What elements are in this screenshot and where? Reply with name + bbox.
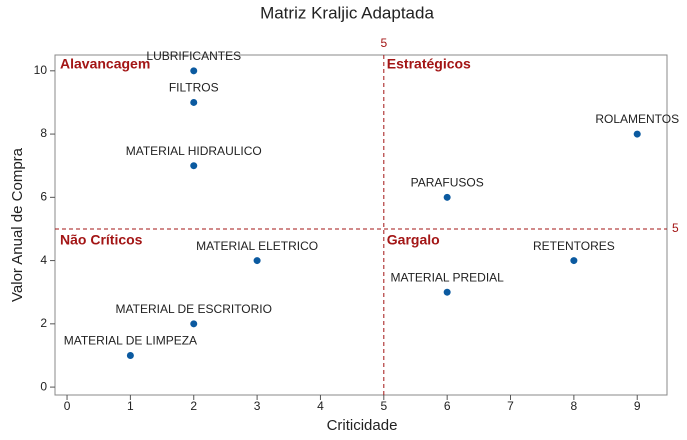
quadrant-label: Não Críticos [60, 232, 143, 248]
point-label: ROLAMENTOS [595, 112, 679, 126]
point [633, 130, 641, 138]
point-label: MATERIAL PREDIAL [390, 270, 504, 284]
quadrant-label: Alavancagem [60, 56, 150, 72]
point-label: FILTROS [169, 81, 219, 95]
x-tick-label: 7 [507, 399, 514, 413]
point [570, 257, 578, 265]
point-label: MATERIAL ELETRICO [196, 239, 318, 253]
point [443, 193, 451, 201]
quadrant-label: Estratégicos [387, 56, 471, 72]
y-tick-label: 10 [34, 63, 48, 77]
y-tick-label: 0 [40, 379, 47, 393]
quadrant-label: Gargalo [387, 232, 440, 248]
x-tick-label: 2 [190, 399, 197, 413]
point-label: MATERIAL DE ESCRITORIO [116, 302, 272, 316]
point [443, 288, 451, 296]
y-tick-label: 8 [40, 126, 47, 140]
point-label: LUBRIFICANTES [146, 49, 241, 63]
reference-label: 5 [380, 36, 387, 50]
point-label: MATERIAL HIDRAULICO [126, 144, 262, 158]
point-label: RETENTORES [533, 239, 615, 253]
point [126, 351, 134, 359]
point-label: PARAFUSOS [411, 175, 484, 189]
point [190, 98, 198, 106]
y-tick-label: 2 [40, 316, 47, 330]
x-axis-title: Criticidade [327, 417, 398, 434]
x-tick-label: 0 [64, 399, 71, 413]
plot-frame [54, 54, 668, 396]
reference-label: 5 [672, 221, 679, 235]
point [253, 257, 261, 265]
point [190, 320, 198, 328]
point-label: MATERIAL DE LIMPEZA [64, 334, 197, 348]
y-axis-title: Valor Anual de Compra [9, 147, 26, 302]
x-tick-label: 5 [380, 399, 387, 413]
y-tick-label: 6 [40, 189, 47, 203]
point [190, 67, 198, 75]
x-tick-label: 6 [444, 399, 451, 413]
x-tick-label: 3 [254, 399, 261, 413]
x-tick-label: 1 [127, 399, 134, 413]
x-tick-label: 8 [571, 399, 578, 413]
point [190, 162, 198, 170]
x-tick-label: 9 [634, 399, 641, 413]
x-tick-label: 4 [317, 399, 324, 413]
chart-title: Matriz Kraljic Adaptada [260, 3, 434, 22]
y-tick-label: 4 [40, 253, 47, 267]
